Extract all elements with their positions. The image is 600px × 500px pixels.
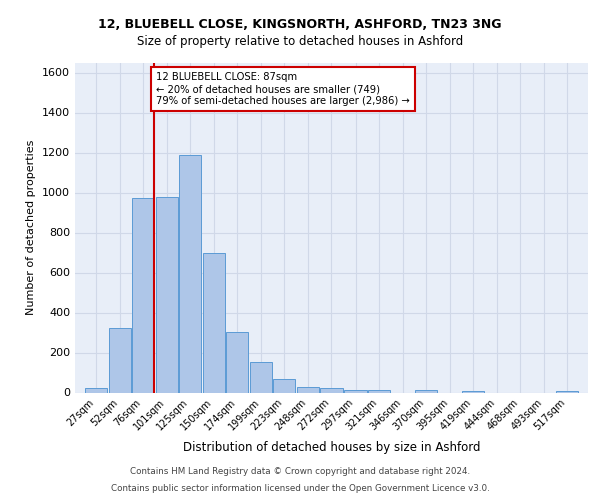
Bar — [85, 388, 107, 392]
Bar — [344, 390, 367, 392]
Bar — [132, 198, 154, 392]
Text: 12 BLUEBELL CLOSE: 87sqm
← 20% of detached houses are smaller (749)
79% of semi-: 12 BLUEBELL CLOSE: 87sqm ← 20% of detach… — [157, 72, 410, 106]
Bar — [462, 390, 484, 392]
Bar — [179, 154, 201, 392]
Text: Contains HM Land Registry data © Crown copyright and database right 2024.: Contains HM Land Registry data © Crown c… — [130, 467, 470, 476]
Bar — [320, 388, 343, 392]
Bar — [273, 378, 295, 392]
Y-axis label: Number of detached properties: Number of detached properties — [26, 140, 37, 315]
Bar — [250, 362, 272, 392]
Bar — [556, 390, 578, 392]
Bar — [415, 390, 437, 392]
Bar — [226, 332, 248, 392]
Text: 12, BLUEBELL CLOSE, KINGSNORTH, ASHFORD, TN23 3NG: 12, BLUEBELL CLOSE, KINGSNORTH, ASHFORD,… — [98, 18, 502, 30]
Bar — [298, 386, 319, 392]
Text: Contains public sector information licensed under the Open Government Licence v3: Contains public sector information licen… — [110, 484, 490, 493]
Bar — [156, 196, 178, 392]
Bar — [203, 252, 225, 392]
Bar — [368, 390, 390, 392]
Text: Size of property relative to detached houses in Ashford: Size of property relative to detached ho… — [137, 35, 463, 48]
Bar — [109, 328, 131, 392]
X-axis label: Distribution of detached houses by size in Ashford: Distribution of detached houses by size … — [183, 440, 480, 454]
